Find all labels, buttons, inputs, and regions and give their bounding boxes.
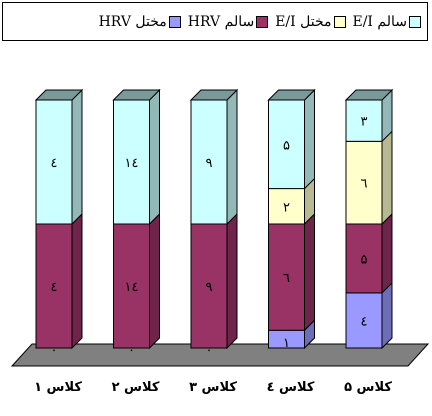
- data-label: ۱: [283, 336, 290, 351]
- bar-segment-front: [268, 99, 305, 190]
- data-label: ۱٤: [125, 280, 139, 295]
- legend-item-healthy-ei: سالم E/I: [352, 13, 421, 30]
- chart-floor: [10, 343, 430, 367]
- bar-top-cap: [112, 89, 161, 101]
- data-label: ٦: [283, 271, 290, 286]
- legend-label: مختل HRV: [98, 13, 167, 30]
- legend-item-impaired-ei: مختل E/I: [275, 13, 346, 30]
- bar-segment-front: [35, 223, 73, 349]
- legend-swatch: [168, 15, 181, 28]
- bar-segment-side: [381, 281, 393, 350]
- bar-top-cap: [189, 89, 239, 101]
- bar-segment-front: [113, 99, 150, 225]
- bar-top-cap: [267, 89, 316, 101]
- legend-label: سالم E/I: [352, 13, 408, 30]
- bar-segment-side: [149, 212, 160, 350]
- bar-segment-side: [226, 88, 238, 226]
- bar-segment-side: [71, 88, 83, 226]
- data-label: ۲: [283, 200, 290, 215]
- category-label: کلاس ۱: [34, 380, 82, 395]
- bar-segment-front: [345, 292, 383, 349]
- data-label: ۵: [361, 252, 368, 267]
- bar-segment-side: [304, 212, 315, 332]
- legend-swatch: [409, 15, 421, 28]
- data-label: ۰: [128, 343, 135, 358]
- data-label: ۳: [361, 115, 368, 130]
- category-label: کلاس ۲: [112, 380, 160, 395]
- legend-label: سالم HRV: [187, 13, 255, 30]
- bar-segment-front: [345, 99, 383, 142]
- bar-segment-front: [190, 99, 228, 225]
- bar-segment-side: [226, 212, 238, 350]
- bar-segment-side: [149, 88, 160, 226]
- bar-top-cap: [34, 89, 84, 101]
- data-label: ۹: [206, 156, 213, 171]
- legend-item-impaired-hrv: مختل HRV: [99, 14, 181, 30]
- legend-item-healthy-hrv: سالم HRV: [187, 13, 269, 30]
- bar-segment-front: [113, 223, 150, 349]
- data-label: ٤: [361, 314, 368, 329]
- legend-swatch: [333, 15, 346, 28]
- bar-top-cap: [344, 89, 394, 101]
- category-label: کلاس ٤: [267, 380, 315, 395]
- data-label: ۵: [283, 138, 290, 153]
- data-label: ٦: [361, 177, 368, 192]
- bar-segment-front: [268, 223, 305, 331]
- data-label: ۰: [51, 343, 58, 358]
- category-label: کلاس ۳: [189, 380, 237, 395]
- chart-legend: سالم E/I مختل E/I سالم HRV مختل HRV: [2, 2, 428, 41]
- bar-segment-side: [71, 212, 83, 350]
- bar-segment-front: [345, 223, 383, 294]
- category-label: کلاس ۵: [344, 380, 392, 395]
- legend-label: مختل E/I: [275, 13, 332, 30]
- data-label: ۰: [206, 343, 213, 358]
- bar-segment-side: [304, 88, 315, 190]
- bar-segment-side: [381, 212, 393, 295]
- bar-segment-side: [381, 130, 393, 226]
- data-label: ٤: [51, 280, 58, 295]
- data-label: ۱٤: [125, 156, 139, 171]
- data-label: ۹: [206, 280, 213, 295]
- legend-swatch: [256, 15, 269, 28]
- data-label: ٤: [51, 156, 58, 171]
- bar-segment-front: [190, 223, 228, 349]
